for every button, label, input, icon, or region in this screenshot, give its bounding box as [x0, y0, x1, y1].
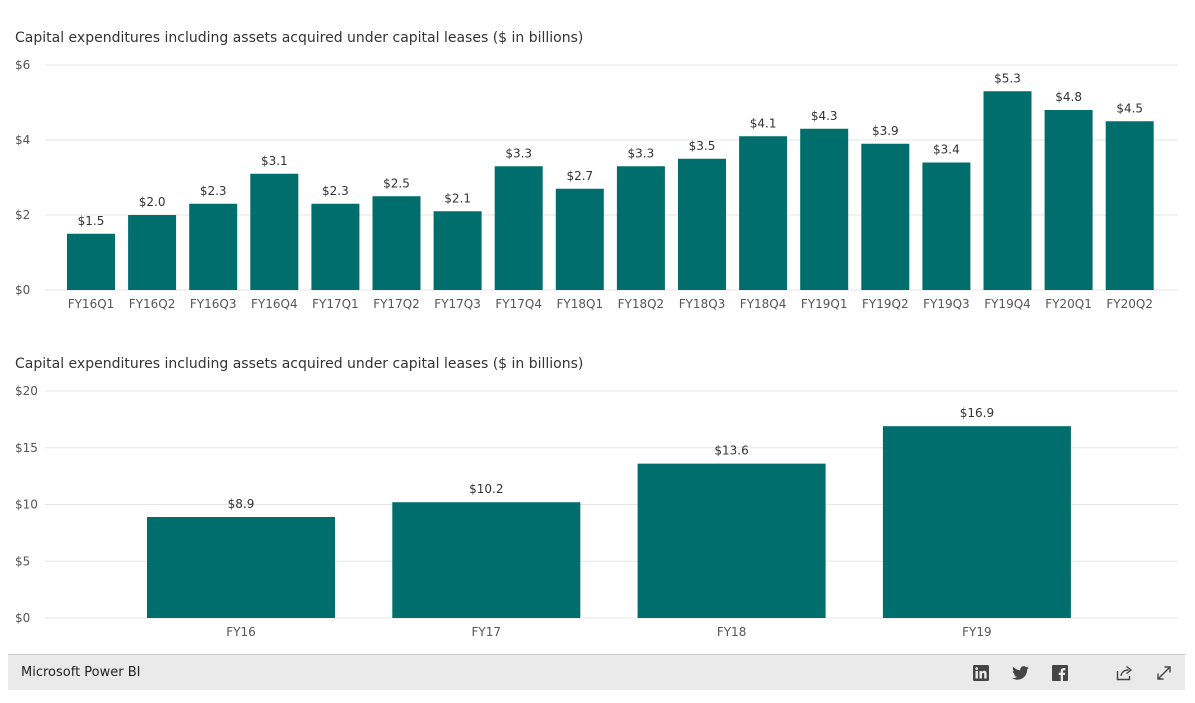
data-label: $2.7: [566, 169, 593, 183]
chart-annual: Capital expenditures including assets ac…: [15, 356, 1178, 639]
footer-bar: Microsoft Power BI: [8, 654, 1185, 690]
brand-label: Microsoft Power BI: [21, 665, 141, 680]
y-tick-label: $10: [15, 498, 38, 512]
x-tick-label: FY19Q3: [923, 297, 970, 311]
x-tick-label: FY18Q4: [740, 297, 787, 311]
data-label: $2.5: [383, 176, 410, 190]
bar[interactable]: [250, 173, 299, 290]
y-tick-label: $4: [15, 133, 30, 147]
x-tick-label: FY20Q2: [1106, 297, 1153, 311]
bar[interactable]: [372, 196, 421, 290]
data-label: $4.1: [750, 116, 777, 130]
data-label: $8.9: [228, 497, 255, 511]
bar[interactable]: [555, 188, 604, 290]
bar[interactable]: [983, 91, 1032, 290]
expand-icon[interactable]: [1154, 663, 1174, 683]
x-tick-label: FY18: [717, 625, 747, 639]
bar[interactable]: [128, 215, 177, 290]
bar[interactable]: [392, 502, 581, 618]
data-label: $4.5: [1116, 101, 1143, 115]
data-label: $2.3: [200, 184, 227, 198]
x-tick-label: FY18Q1: [557, 297, 604, 311]
twitter-icon[interactable]: [1010, 663, 1030, 683]
bar[interactable]: [922, 162, 971, 291]
linkedin-icon[interactable]: [971, 663, 991, 683]
data-label: $16.9: [960, 406, 994, 420]
x-tick-label: FY16Q4: [251, 297, 298, 311]
data-label: $2.0: [139, 195, 166, 209]
x-tick-label: FY16: [226, 625, 256, 639]
bar[interactable]: [311, 203, 360, 290]
x-tick-label: FY18Q3: [679, 297, 726, 311]
data-label: $4.8: [1055, 90, 1082, 104]
data-label: $4.3: [811, 109, 838, 123]
chart-title: Capital expenditures including assets ac…: [15, 356, 584, 372]
data-label: $1.5: [78, 214, 105, 228]
bar[interactable]: [637, 463, 826, 618]
bar[interactable]: [739, 136, 788, 290]
y-tick-label: $0: [15, 611, 30, 625]
data-label: $13.6: [714, 444, 748, 458]
data-label: $3.5: [689, 139, 716, 153]
data-label: $3.4: [933, 143, 960, 157]
x-tick-label: FY20Q1: [1045, 297, 1092, 311]
bar[interactable]: [882, 426, 1071, 618]
y-tick-label: $5: [15, 554, 30, 568]
x-tick-label: FY19Q1: [801, 297, 848, 311]
x-tick-label: FY17: [472, 625, 502, 639]
data-label: $2.3: [322, 184, 349, 198]
data-label: $2.1: [444, 191, 471, 205]
chart-quarterly-svg: $0 $2 $4 $6 $1.5 FY16Q1 $2.0 FY16Q2 $2.3 FY16Q3 $3…: [15, 58, 1178, 311]
data-label: $3.9: [872, 124, 899, 138]
data-label: $3.3: [628, 146, 655, 160]
data-label: $3.1: [261, 154, 288, 168]
bar[interactable]: [67, 233, 115, 290]
x-tick-label: FY16Q3: [190, 297, 237, 311]
bar[interactable]: [861, 143, 910, 290]
chart-annual-svg: $0 $5 $10 $15 $20 $8.9 FY16 $10.2 FY17 $13.6 FY18 $…: [15, 384, 1178, 639]
bar[interactable]: [189, 203, 238, 290]
data-label: $5.3: [994, 71, 1021, 85]
x-tick-label: FY19Q2: [862, 297, 909, 311]
bar[interactable]: [1044, 110, 1093, 290]
x-tick-label: FY17Q3: [434, 297, 481, 311]
y-tick-label: $2: [15, 208, 30, 222]
x-tick-label: FY16Q2: [129, 297, 176, 311]
y-tick-label: $20: [15, 384, 38, 398]
x-tick-label: FY17Q1: [312, 297, 359, 311]
facebook-icon[interactable]: [1050, 663, 1070, 683]
y-tick-label: $6: [15, 58, 30, 72]
chart-title: Capital expenditures including assets ac…: [15, 30, 584, 46]
x-tick-label: FY18Q2: [618, 297, 665, 311]
x-tick-label: FY19: [962, 625, 992, 639]
chart-quarterly: Capital expenditures including assets ac…: [0, 0, 1195, 330]
data-label: $10.2: [469, 482, 503, 496]
x-tick-label: FY17Q4: [495, 297, 542, 311]
bar[interactable]: [800, 128, 849, 290]
x-tick-label: FY16Q1: [68, 297, 115, 311]
bar[interactable]: [616, 166, 665, 290]
share-icon[interactable]: [1114, 663, 1134, 683]
x-tick-label: FY17Q2: [373, 297, 420, 311]
x-tick-label: FY19Q4: [984, 297, 1031, 311]
y-tick-label: $15: [15, 441, 38, 455]
bar[interactable]: [147, 516, 335, 618]
bar[interactable]: [494, 166, 543, 290]
bar[interactable]: [678, 158, 726, 290]
data-label: $3.3: [505, 146, 532, 160]
bar[interactable]: [433, 211, 482, 290]
y-tick-label: $0: [15, 283, 30, 297]
bar[interactable]: [1105, 121, 1154, 290]
